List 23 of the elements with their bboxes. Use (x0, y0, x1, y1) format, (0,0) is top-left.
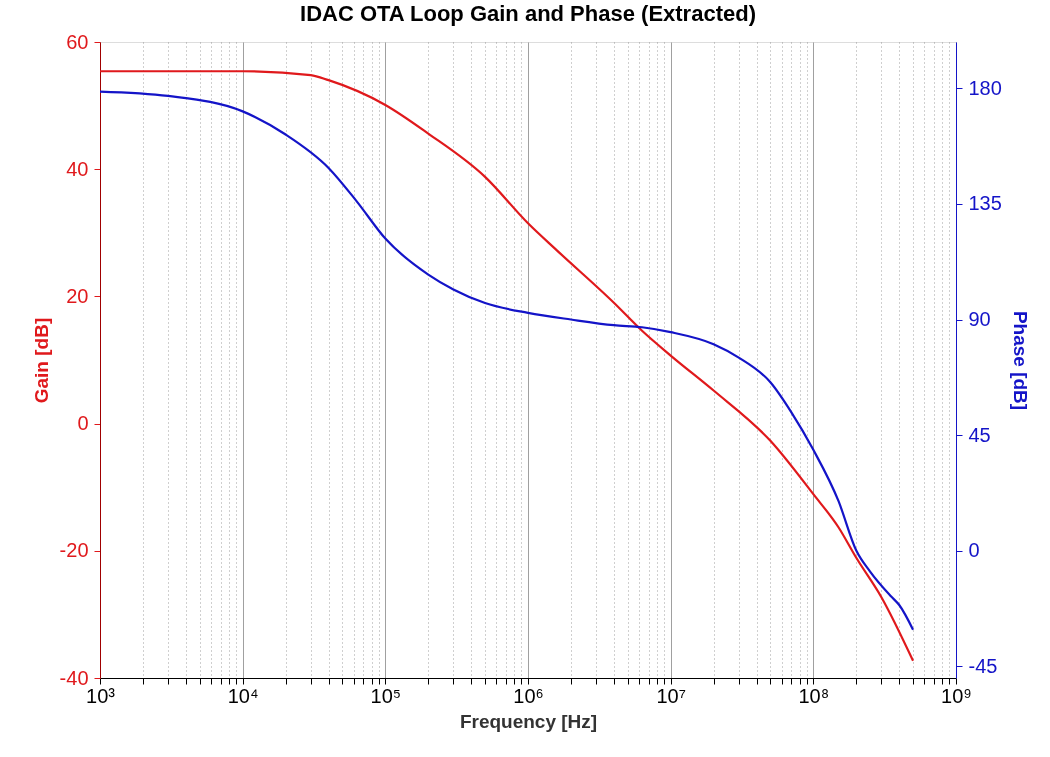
y2-tick-label: 180 (968, 76, 1002, 99)
y2-axis-title: Phase [dB] (1009, 310, 1031, 411)
x-tick-label: 10³ (86, 684, 116, 707)
y2-tick-label: 0 (968, 539, 980, 562)
y2-tick-label: 135 (968, 192, 1002, 215)
y-tick-label: -40 (59, 666, 89, 689)
y-tick-label: 40 (66, 157, 89, 180)
x-tick-label: 10⁷ (656, 684, 686, 707)
y-tick-label: 0 (77, 412, 89, 435)
x-tick-label: 10⁶ (513, 684, 544, 707)
x-axis-title: Frequency [Hz] (459, 710, 598, 732)
x-tick-label: 10⁸ (798, 684, 830, 707)
x-tick-label: 10⁹ (941, 684, 972, 707)
chart-title: IDAC OTA Loop Gain and Phase (Extracted) (300, 1, 756, 26)
y2-tick-label: 45 (968, 423, 991, 446)
y-tick-label: 20 (66, 284, 89, 307)
x-tick-label: 10⁴ (227, 684, 259, 707)
x-tick-label: 10⁵ (370, 684, 402, 707)
y-tick-label: 60 (66, 30, 89, 53)
y-axis-title: Gain [dB] (30, 317, 52, 404)
y2-tick-label: 90 (968, 308, 991, 331)
y2-tick-label: -45 (968, 654, 998, 677)
y-tick-label: -20 (59, 539, 89, 562)
